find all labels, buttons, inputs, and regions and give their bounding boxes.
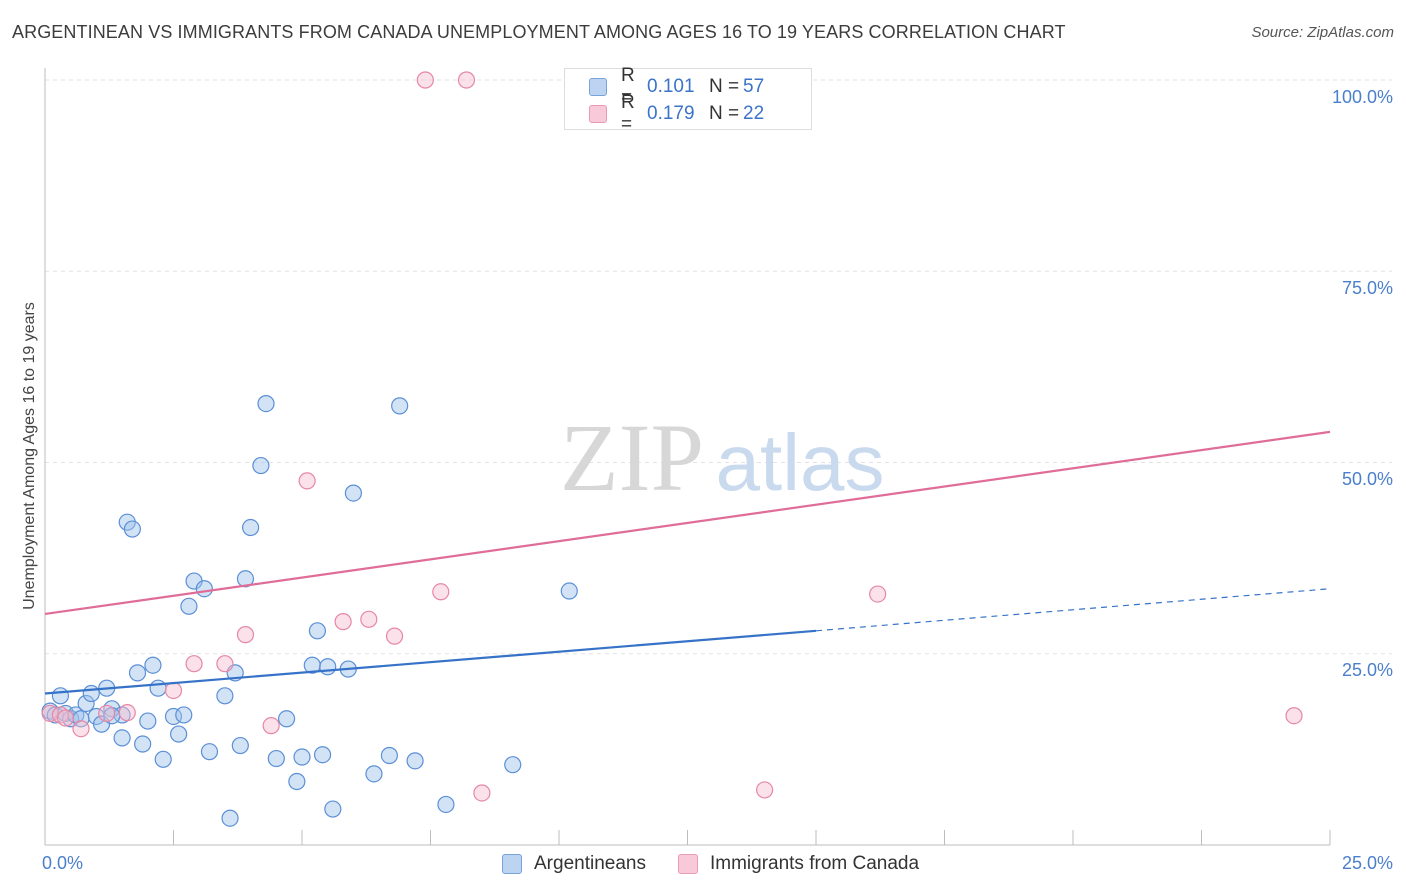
point-argentineans [154,750,172,768]
legend-n-label: N = [709,76,740,97]
point-canada [164,681,183,700]
point-argentineans [437,795,455,814]
legend-r-value: 0.101 [647,76,695,97]
point-argentineans [391,397,409,415]
point-argentineans [313,746,332,764]
point-canada [51,706,70,724]
point-canada [298,472,316,490]
point-argentineans [344,484,362,502]
point-argentineans [319,658,337,676]
tick-labels: 25.0% 50.0% 75.0% 100.0% 0.0% 25.0% [42,87,1393,873]
point-canada [98,704,116,723]
point-argentineans [149,679,167,697]
point-canada [262,717,280,735]
data-points [41,71,1303,827]
y-tick-label: 75.0% [1342,278,1393,298]
point-argentineans [277,710,296,728]
legend-row-argentineans: R = 0.101 N = 57 [589,65,765,108]
point-argentineans [51,687,70,705]
point-argentineans [236,570,255,588]
legend-swatch-blue [589,78,607,96]
point-canada [185,655,203,673]
legend-label-argentineans: Argentineans [534,853,646,874]
point-argentineans [134,735,152,753]
point-canada [416,71,434,89]
point-canada [72,720,90,738]
point-argentineans [288,772,306,791]
point-argentineans [560,582,578,600]
legend-n-label: N = [709,103,740,124]
point-argentineans [128,664,147,682]
y-tick-label: 100.0% [1332,87,1393,107]
point-argentineans [200,743,219,761]
point-argentineans [365,765,383,783]
y-tick-label: 25.0% [1342,660,1393,680]
series-legend: Argentineans Immigrants from Canada [502,852,951,876]
grid-lines [45,79,1392,655]
point-argentineans [242,518,260,537]
watermark-atlas: atlas [716,418,885,507]
point-argentineans [175,706,193,724]
chart-title: ARGENTINEAN VS IMMIGRANTS FROM CANADA UN… [12,22,1066,42]
point-argentineans [267,749,285,768]
point-canada [385,627,404,645]
point-argentineans [221,809,239,827]
point-argentineans [139,712,157,730]
point-argentineans [380,746,398,765]
point-argentineans [308,622,327,640]
y-tick-label: 50.0% [1342,469,1393,489]
point-argentineans [144,656,162,674]
point-canada [473,784,491,802]
x-tick-label: 0.0% [42,853,83,873]
legend-swatch-blue [502,854,522,874]
point-canada [432,583,450,601]
point-argentineans [180,597,198,615]
legend-label-canada: Immigrants from Canada [709,853,920,874]
legend-swatch-pink [589,105,607,123]
point-argentineans [324,800,342,818]
point-argentineans [170,725,188,743]
point-canada [334,613,352,631]
point-argentineans [252,456,270,475]
point-argentineans [113,729,131,747]
point-canada [360,610,378,628]
correlation-legend: R = 0.101 N = 57 R = 0.179 N = 22 [564,65,812,135]
trend-line-argentineans-dashed [815,588,1331,632]
point-canada [236,626,255,644]
legend-r-value: 0.179 [647,103,695,124]
legend-n-value: 57 [743,76,765,97]
point-canada [118,704,136,722]
trend-lines [44,430,1331,695]
x-tick-label: 25.0% [1342,853,1393,873]
chart-source: Source: ZipAtlas.com [1251,24,1394,41]
point-argentineans [123,520,141,538]
legend-item-argentineans[interactable]: Argentineans [502,853,646,875]
point-argentineans [257,394,275,413]
legend-row-canada: R = 0.179 N = 22 [589,92,765,135]
legend-n-value: 22 [743,103,765,124]
point-argentineans [504,756,522,774]
point-canada [216,655,234,673]
point-argentineans [231,736,249,755]
legend-item-canada[interactable]: Immigrants from Canada [677,853,920,875]
legend-r-label: R = [621,92,635,135]
point-argentineans [82,684,100,703]
point-argentineans [216,687,234,705]
point-argentineans [195,580,213,598]
watermark-zip: ZIP [560,404,704,511]
legend-swatch-pink [677,854,698,874]
point-argentineans [293,748,311,766]
point-argentineans [77,694,95,713]
trend-line-canada [44,430,1331,616]
axes [44,68,1331,846]
point-canada [1285,707,1303,725]
legend-r-label: R = [621,65,635,108]
point-canada [56,709,75,727]
point-canada [755,781,774,799]
point-argentineans [406,752,424,770]
point-canada [869,585,887,603]
trend-line-argentineans [44,629,817,695]
point-canada [457,71,476,89]
